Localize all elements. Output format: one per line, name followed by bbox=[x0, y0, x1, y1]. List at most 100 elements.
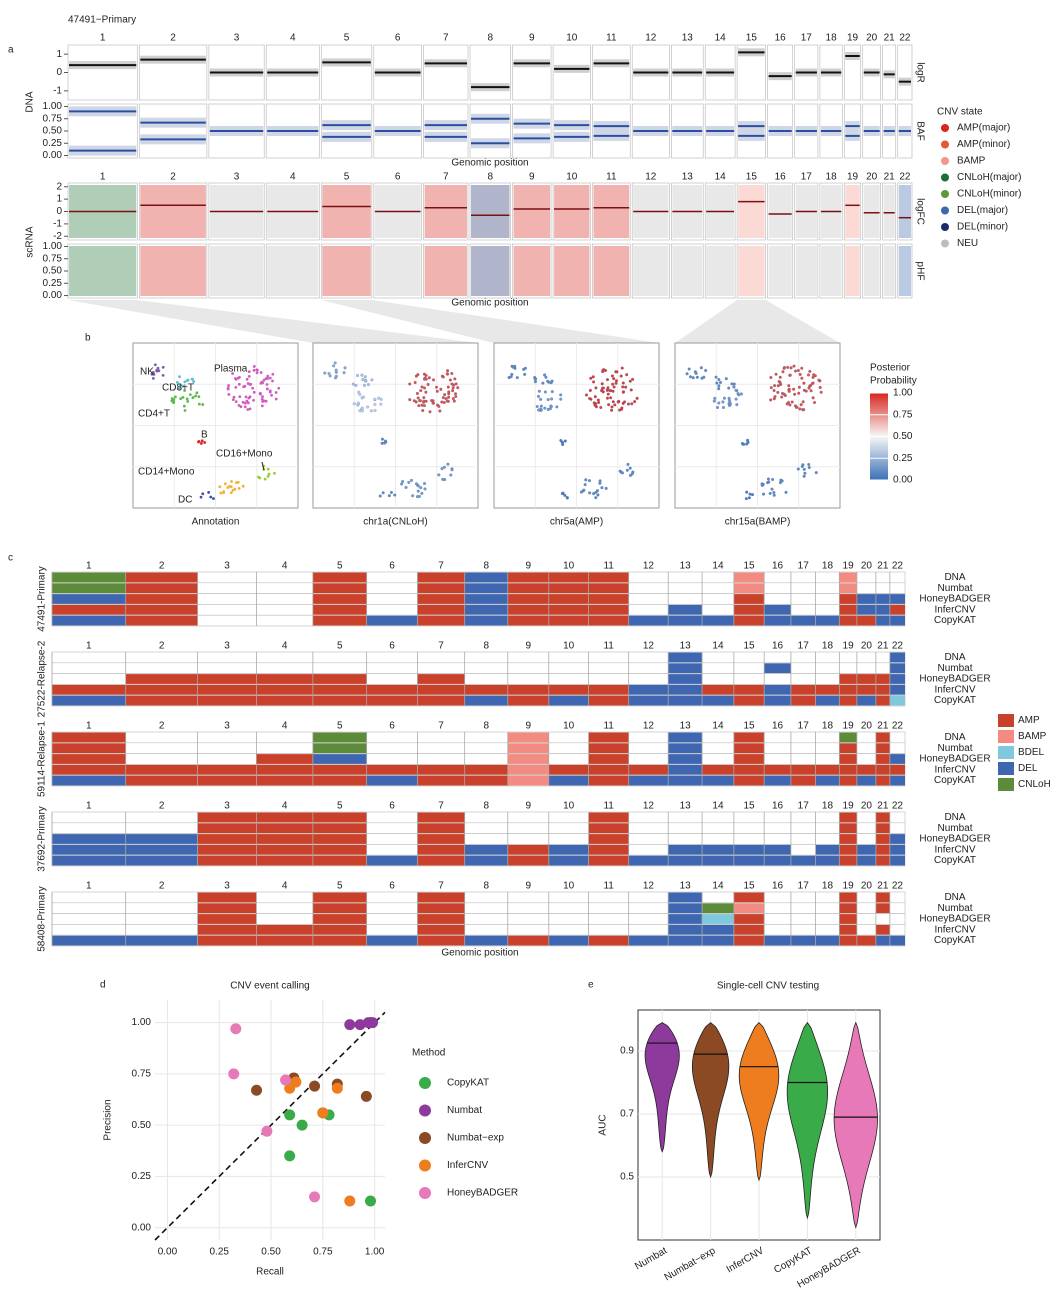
cnv-cell bbox=[889, 844, 905, 855]
cell-dot bbox=[161, 365, 165, 369]
cell-dot bbox=[782, 366, 786, 370]
cell-dot bbox=[408, 398, 412, 402]
cnv-cell bbox=[125, 775, 198, 786]
heatmap-row bbox=[51, 753, 906, 765]
cnv-cell bbox=[628, 695, 669, 706]
chromosome-label: 6 bbox=[389, 881, 395, 892]
cell-dot bbox=[736, 392, 740, 396]
cell-cluster bbox=[437, 462, 454, 482]
cnv-cell bbox=[839, 924, 857, 935]
cell-dot bbox=[262, 399, 266, 403]
cnv-state-band bbox=[471, 246, 510, 296]
cnv-cell bbox=[197, 764, 257, 775]
cell-cluster bbox=[579, 478, 608, 500]
cell-dot bbox=[612, 377, 616, 381]
cell-dot bbox=[781, 370, 785, 374]
y-tick-label: -1 bbox=[53, 85, 62, 96]
cell-dot bbox=[626, 402, 630, 406]
cell-dot bbox=[610, 408, 614, 412]
cnv-cell bbox=[464, 604, 508, 615]
chromosome-label: 1 bbox=[100, 172, 106, 183]
legend-title: CNV state bbox=[937, 107, 983, 118]
chromosome-label: 4 bbox=[290, 33, 296, 44]
cell-dot bbox=[361, 378, 365, 382]
cnv-cell bbox=[790, 775, 816, 786]
method-label: Numbat bbox=[937, 743, 972, 754]
chromosome-label: 7 bbox=[438, 721, 444, 732]
legend-label: NEU bbox=[957, 238, 978, 249]
sample-label: 59114-Relapse-1 bbox=[37, 721, 48, 797]
cnv-cell bbox=[256, 844, 313, 855]
cell-dot bbox=[333, 361, 337, 365]
cnv-cell bbox=[839, 775, 857, 786]
cell-dot bbox=[813, 400, 817, 404]
colorbar-tick-label: 0.25 bbox=[893, 453, 913, 464]
cnv-cell bbox=[875, 935, 890, 946]
cell-dot bbox=[613, 403, 617, 407]
heatmap-row bbox=[51, 822, 906, 834]
chromosome-label: 14 bbox=[712, 881, 724, 892]
cnv-cell bbox=[815, 764, 840, 775]
cell-dot bbox=[352, 402, 356, 406]
track-frame bbox=[631, 243, 670, 299]
cell-dot bbox=[273, 471, 276, 475]
cell-dot bbox=[801, 463, 805, 467]
chromosome-label: 6 bbox=[389, 641, 395, 652]
chromosome-label: 22 bbox=[892, 561, 904, 572]
cnv-cell bbox=[702, 695, 734, 706]
cnv-cell bbox=[588, 695, 629, 706]
track-frame bbox=[767, 243, 794, 299]
cell-dot bbox=[419, 389, 423, 393]
chromosome-label: 1 bbox=[100, 33, 106, 44]
cnv-cell bbox=[366, 615, 418, 626]
cnv-state-band bbox=[706, 246, 735, 296]
cell-dot bbox=[354, 383, 358, 387]
cell-cluster bbox=[380, 437, 388, 445]
cnv-cell bbox=[733, 604, 765, 615]
cnv-cell bbox=[312, 604, 367, 615]
side-label: scRNA bbox=[25, 226, 36, 257]
cell-dot bbox=[212, 497, 215, 500]
cell-dot bbox=[601, 390, 605, 394]
cluster-label: NK bbox=[140, 367, 154, 378]
cnv-cell bbox=[764, 604, 791, 615]
cnv-cell bbox=[312, 732, 367, 743]
cell-dot bbox=[420, 491, 424, 495]
cnv-cell bbox=[839, 764, 857, 775]
cnv-state-band bbox=[768, 185, 792, 238]
cell-dot bbox=[536, 394, 540, 398]
cell-dot bbox=[451, 386, 455, 390]
cell-dot bbox=[727, 386, 731, 390]
chromosome-label: 14 bbox=[712, 561, 724, 572]
cnv-cell bbox=[875, 732, 890, 743]
track-frame bbox=[552, 182, 591, 241]
cell-dot bbox=[409, 478, 413, 482]
cell-dot bbox=[332, 364, 336, 368]
cluster-label: DC bbox=[178, 495, 192, 506]
cnv-cell bbox=[790, 695, 816, 706]
cell-dot bbox=[243, 401, 247, 405]
cell-dot bbox=[379, 397, 383, 401]
cnv-cell bbox=[764, 935, 791, 946]
chromosome-label: 2 bbox=[170, 33, 176, 44]
cnv-cell bbox=[668, 684, 703, 695]
cnv-cell bbox=[588, 935, 629, 946]
cnv-cell bbox=[125, 572, 198, 583]
chromosome-label: 12 bbox=[643, 641, 655, 652]
cell-dot bbox=[818, 385, 822, 389]
cnv-cell bbox=[312, 834, 367, 844]
method-label: InferCNV bbox=[934, 604, 975, 615]
chromosome-label: 19 bbox=[847, 33, 859, 44]
cnv-cell bbox=[889, 663, 905, 674]
cell-dot bbox=[201, 403, 205, 406]
cnv-cell bbox=[839, 674, 857, 684]
cell-dot bbox=[226, 387, 230, 391]
cnv-cell bbox=[464, 855, 508, 866]
track-name: logFC bbox=[914, 198, 925, 225]
chromosome-label: 17 bbox=[798, 721, 810, 732]
cell-dot bbox=[625, 373, 629, 377]
chromosome-label: 8 bbox=[487, 33, 493, 44]
cell-dot bbox=[602, 368, 606, 372]
x-tick-label: 0.50 bbox=[261, 1247, 281, 1258]
legend-label: DEL bbox=[1018, 763, 1038, 774]
